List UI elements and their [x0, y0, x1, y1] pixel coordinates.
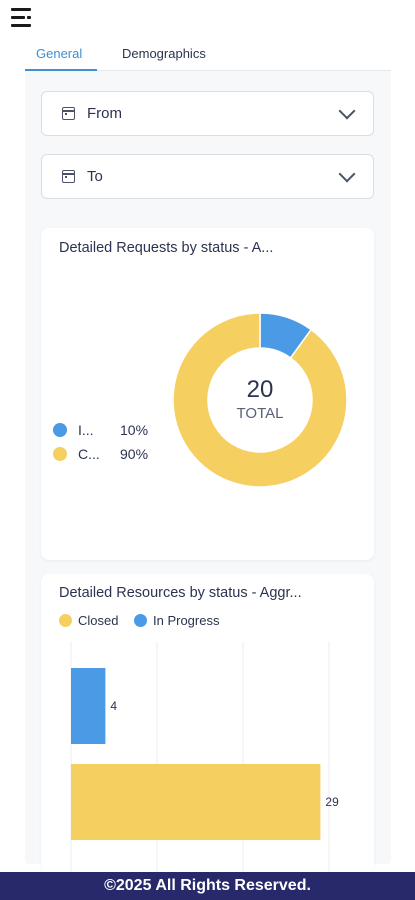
- chevron-down-icon: [338, 165, 356, 183]
- requests-donut-chart: [173, 313, 347, 487]
- to-date-picker[interactable]: To: [41, 154, 374, 199]
- tab-demographics[interactable]: Demographics: [122, 46, 206, 61]
- legend-dot-icon: [53, 447, 67, 461]
- donut-total-label: TOTAL: [236, 405, 284, 422]
- resources-status-card: Detailed Resources by status - Aggr... C…: [41, 574, 374, 874]
- tab-general[interactable]: General: [36, 46, 83, 61]
- legend-dot-icon: [59, 614, 72, 627]
- requests-status-card: Detailed Requests by status - A... I... …: [41, 228, 374, 560]
- legend-label: Closed: [78, 613, 119, 628]
- legend-label: In Progress: [153, 613, 220, 628]
- legend-label: C...: [78, 446, 100, 462]
- legend-label: I...: [78, 422, 94, 438]
- top-bar: [0, 0, 415, 36]
- hamburger-menu-icon[interactable]: [11, 8, 33, 28]
- resources-bar-chart: 4 29: [70, 642, 339, 874]
- active-tab-indicator: [25, 69, 97, 71]
- bar-in-progress[interactable]: [71, 668, 106, 744]
- legend-percent: 90%: [120, 446, 149, 462]
- copyright-text: ©2025 All Rights Reserved.: [104, 877, 311, 894]
- bar-value-label-0: 4: [110, 699, 117, 713]
- legend-percent: 10%: [120, 422, 149, 438]
- from-date-label: From: [87, 105, 122, 122]
- tab-bar: General Demographics: [25, 36, 391, 71]
- calendar-icon: [62, 107, 75, 120]
- from-date-picker[interactable]: From: [41, 91, 374, 136]
- bar-closed[interactable]: [71, 764, 321, 840]
- dashboard-panel: General Demographics From To Detailed Re…: [25, 36, 391, 874]
- to-date-label: To: [87, 168, 103, 185]
- legend-dot-icon: [134, 614, 147, 627]
- chevron-down-icon: [338, 102, 356, 120]
- bar-value-label-1: 29: [325, 795, 339, 809]
- donut-slice-1[interactable]: [173, 313, 347, 487]
- donut-total-value: 20: [246, 376, 274, 403]
- footer: ©2025 All Rights Reserved.: [0, 872, 415, 900]
- legend-dot-icon: [53, 423, 67, 437]
- requests-card-title: Detailed Requests by status - A...: [59, 240, 274, 256]
- calendar-icon: [62, 170, 75, 183]
- resources-card-title: Detailed Resources by status - Aggr...: [59, 585, 302, 601]
